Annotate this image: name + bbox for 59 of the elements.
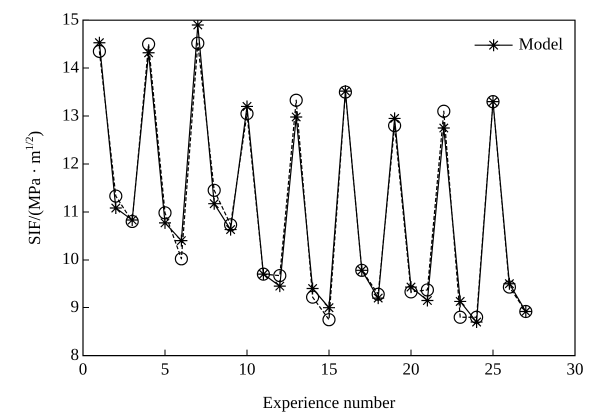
point — [174, 234, 188, 248]
point — [92, 36, 106, 50]
y-tick-label: 10 — [62, 249, 79, 268]
point — [240, 100, 254, 114]
x-axis-title: Experience number — [262, 393, 396, 412]
point — [470, 315, 484, 329]
x-tick-label: 10 — [238, 359, 256, 378]
point — [240, 107, 254, 120]
x-tick-label: 0 — [78, 359, 88, 378]
point — [388, 119, 402, 132]
point — [306, 290, 320, 304]
point — [158, 216, 172, 230]
point — [404, 285, 418, 298]
y-tick-label: 9 — [70, 297, 79, 316]
point — [454, 310, 467, 324]
point — [437, 121, 450, 135]
point — [322, 313, 336, 326]
point — [322, 301, 336, 314]
point — [174, 252, 188, 266]
point — [372, 292, 385, 305]
point — [502, 280, 516, 294]
point — [372, 288, 385, 301]
x-tick-label: 30 — [566, 359, 584, 378]
point — [420, 283, 434, 297]
point — [109, 189, 122, 203]
y-tick-label: 13 — [62, 105, 79, 124]
point — [388, 112, 402, 126]
point — [273, 268, 286, 282]
legend-label: Model — [518, 34, 564, 54]
y-tick-label: 14 — [62, 58, 80, 77]
y-tick-label: 15 — [62, 10, 79, 29]
point — [454, 294, 467, 308]
y-tick-label: 8 — [70, 345, 79, 364]
point — [224, 222, 238, 236]
x-tick-label: 5 — [160, 359, 170, 378]
x-tick-label: 20 — [402, 359, 420, 378]
point — [404, 280, 418, 294]
y-axis-title: SIF/(MPa · m1/2) — [24, 130, 44, 246]
point — [142, 38, 156, 51]
point — [437, 104, 450, 118]
point — [92, 44, 106, 58]
x-tick-label: 15 — [320, 359, 338, 378]
point — [273, 280, 286, 293]
y-tick-label: 12 — [62, 153, 79, 172]
point — [470, 310, 484, 324]
point — [142, 46, 156, 60]
point — [191, 20, 204, 32]
point — [191, 36, 204, 50]
y-tick-label: 11 — [62, 201, 79, 220]
point — [290, 94, 303, 107]
point — [224, 218, 238, 232]
point — [502, 277, 516, 290]
point — [420, 294, 434, 308]
point — [109, 201, 122, 215]
x-tick-label: 25 — [484, 359, 502, 378]
point — [158, 206, 172, 220]
point — [208, 184, 221, 197]
point — [208, 197, 221, 210]
point — [290, 110, 303, 124]
